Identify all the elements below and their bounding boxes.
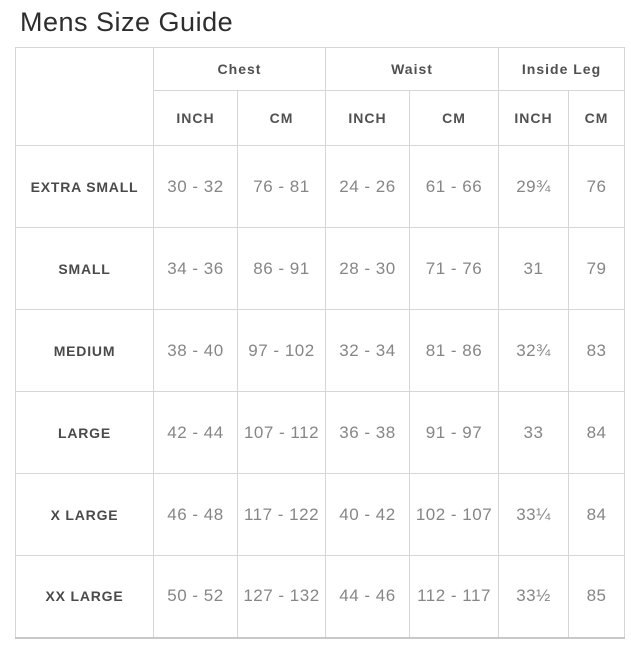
size-row-label: MEDIUM <box>15 309 154 392</box>
cell-chest-cm: 117 - 122 <box>237 473 326 556</box>
size-row-label: LARGE <box>15 391 154 474</box>
table-row-medium: MEDIUM 38 - 40 97 - 102 32 - 34 81 - 86 … <box>15 309 626 392</box>
size-row-label: X LARGE <box>15 473 154 556</box>
cell-inside-leg-inch: 31 <box>498 227 570 310</box>
waist-inch-header: INCH <box>325 90 410 146</box>
inside-leg-cm-header: CM <box>568 90 626 146</box>
cell-waist-inch: 40 - 42 <box>325 473 410 556</box>
cell-chest-cm: 76 - 81 <box>237 145 326 228</box>
table-row-extra-small: EXTRA SMALL 30 - 32 76 - 81 24 - 26 61 -… <box>15 145 626 228</box>
cell-waist-cm: 91 - 97 <box>408 391 500 474</box>
cell-waist-inch: 32 - 34 <box>325 309 410 392</box>
inside-leg-inch-header: INCH <box>498 90 570 146</box>
table-row-small: SMALL 34 - 36 86 - 91 28 - 30 71 - 76 31… <box>15 227 626 310</box>
corner-cell <box>15 47 154 146</box>
cell-waist-cm: 112 - 117 <box>408 555 500 638</box>
cell-chest-cm: 107 - 112 <box>237 391 326 474</box>
cell-waist-cm: 71 - 76 <box>408 227 500 310</box>
cell-waist-cm: 102 - 107 <box>408 473 500 556</box>
cell-chest-inch: 50 - 52 <box>153 555 238 638</box>
cell-inside-leg-inch: 32¾ <box>498 309 570 392</box>
cell-inside-leg-inch: 33½ <box>498 555 570 638</box>
column-group-inside-leg: Inside Leg <box>498 47 626 91</box>
cell-inside-leg-cm: 85 <box>568 555 626 638</box>
cell-chest-inch: 34 - 36 <box>153 227 238 310</box>
cell-inside-leg-inch: 29¾ <box>498 145 570 228</box>
cell-waist-inch: 24 - 26 <box>325 145 410 228</box>
cell-chest-cm: 97 - 102 <box>237 309 326 392</box>
cell-waist-cm: 81 - 86 <box>408 309 500 392</box>
cell-inside-leg-cm: 76 <box>568 145 626 228</box>
cell-chest-cm: 127 - 132 <box>237 555 326 638</box>
chest-cm-header: CM <box>237 90 326 146</box>
cell-waist-inch: 28 - 30 <box>325 227 410 310</box>
size-row-label: XX LARGE <box>15 555 154 638</box>
chest-inch-header: INCH <box>153 90 238 146</box>
cell-inside-leg-cm: 83 <box>568 309 626 392</box>
page-title: Mens Size Guide <box>20 7 234 37</box>
column-group-waist: Waist <box>324 47 500 91</box>
table-group-header-row: Chest Waist Inside Leg <box>15 47 626 146</box>
cell-chest-inch: 30 - 32 <box>153 145 238 228</box>
cell-inside-leg-cm: 79 <box>568 227 626 310</box>
table-unit-header-row: INCH CM INCH CM INCH CM <box>16 90 626 146</box>
table-row-xx-large: XX LARGE 50 - 52 127 - 132 44 - 46 112 -… <box>15 555 626 638</box>
cell-chest-inch: 42 - 44 <box>153 391 238 474</box>
waist-cm-header: CM <box>408 90 500 146</box>
size-guide-table: Chest Waist Inside Leg INCH CM INCH CM I… <box>15 47 626 639</box>
table-row-large: LARGE 42 - 44 107 - 112 36 - 38 91 - 97 … <box>15 391 626 474</box>
table-row-x-large: X LARGE 46 - 48 117 - 122 40 - 42 102 - … <box>15 473 626 556</box>
cell-inside-leg-inch: 33 <box>498 391 570 474</box>
cell-inside-leg-inch: 33¼ <box>498 473 570 556</box>
cell-chest-cm: 86 - 91 <box>237 227 326 310</box>
cell-chest-inch: 38 - 40 <box>153 309 238 392</box>
size-row-label: EXTRA SMALL <box>15 145 154 228</box>
size-row-label: SMALL <box>15 227 154 310</box>
cell-inside-leg-cm: 84 <box>568 391 626 474</box>
column-group-chest: Chest <box>153 47 326 91</box>
cell-inside-leg-cm: 84 <box>568 473 626 556</box>
cell-waist-inch: 36 - 38 <box>325 391 410 474</box>
cell-waist-cm: 61 - 66 <box>408 145 500 228</box>
cell-chest-inch: 46 - 48 <box>153 473 238 556</box>
cell-waist-inch: 44 - 46 <box>325 555 410 638</box>
